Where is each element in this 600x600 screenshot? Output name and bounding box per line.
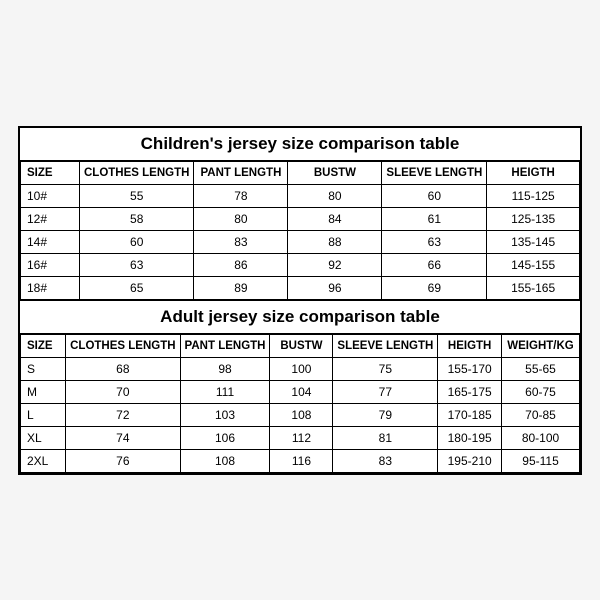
table-row: XL 74 106 112 81 180-195 80-100 bbox=[21, 426, 580, 449]
children-title: Children's jersey size comparison table bbox=[20, 128, 580, 161]
table-row: 16# 63 86 92 66 145-155 bbox=[21, 253, 580, 276]
col-heigth: HEIGTH bbox=[487, 161, 580, 184]
cell: 111 bbox=[180, 380, 270, 403]
col-clothes-length: CLOTHES LENGTH bbox=[66, 334, 180, 357]
cell: 95-115 bbox=[502, 449, 580, 472]
cell: 61 bbox=[382, 207, 487, 230]
cell: 88 bbox=[288, 230, 382, 253]
cell: 72 bbox=[66, 403, 180, 426]
cell: 60 bbox=[80, 230, 194, 253]
cell: 14# bbox=[21, 230, 80, 253]
table-row: 2XL 76 108 116 83 195-210 95-115 bbox=[21, 449, 580, 472]
cell: 10# bbox=[21, 184, 80, 207]
cell: 106 bbox=[180, 426, 270, 449]
adult-size-table: SIZE CLOTHES LENGTH PANT LENGTH BUSTW SL… bbox=[20, 334, 580, 473]
cell: 63 bbox=[382, 230, 487, 253]
table-row: S 68 98 100 75 155-170 55-65 bbox=[21, 357, 580, 380]
col-bustw: BUSTW bbox=[270, 334, 333, 357]
cell: 155-170 bbox=[438, 357, 502, 380]
cell: 80-100 bbox=[502, 426, 580, 449]
cell: 60 bbox=[382, 184, 487, 207]
size-chart-sheet: Children's jersey size comparison table … bbox=[18, 126, 582, 475]
cell: 165-175 bbox=[438, 380, 502, 403]
cell: 70 bbox=[66, 380, 180, 403]
table-row: M 70 111 104 77 165-175 60-75 bbox=[21, 380, 580, 403]
col-bustw: BUSTW bbox=[288, 161, 382, 184]
adult-header-row: SIZE CLOTHES LENGTH PANT LENGTH BUSTW SL… bbox=[21, 334, 580, 357]
cell: 84 bbox=[288, 207, 382, 230]
cell: 16# bbox=[21, 253, 80, 276]
cell: 81 bbox=[333, 426, 438, 449]
cell: 80 bbox=[194, 207, 288, 230]
cell: 115-125 bbox=[487, 184, 580, 207]
cell: 180-195 bbox=[438, 426, 502, 449]
col-size: SIZE bbox=[21, 334, 66, 357]
children-size-table: SIZE CLOTHES LENGTH PANT LENGTH BUSTW SL… bbox=[20, 161, 580, 300]
table-row: 10# 55 78 80 60 115-125 bbox=[21, 184, 580, 207]
cell: L bbox=[21, 403, 66, 426]
col-pant-length: PANT LENGTH bbox=[194, 161, 288, 184]
cell: 155-165 bbox=[487, 276, 580, 299]
table-row: 14# 60 83 88 63 135-145 bbox=[21, 230, 580, 253]
cell: 80 bbox=[288, 184, 382, 207]
cell: 2XL bbox=[21, 449, 66, 472]
cell: 108 bbox=[180, 449, 270, 472]
cell: 135-145 bbox=[487, 230, 580, 253]
col-pant-length: PANT LENGTH bbox=[180, 334, 270, 357]
cell: 145-155 bbox=[487, 253, 580, 276]
cell: 103 bbox=[180, 403, 270, 426]
col-weight: WEIGHT/KG bbox=[502, 334, 580, 357]
cell: 66 bbox=[382, 253, 487, 276]
cell: 83 bbox=[333, 449, 438, 472]
cell: 83 bbox=[194, 230, 288, 253]
cell: 125-135 bbox=[487, 207, 580, 230]
cell: 112 bbox=[270, 426, 333, 449]
table-row: L 72 103 108 79 170-185 70-85 bbox=[21, 403, 580, 426]
cell: 78 bbox=[194, 184, 288, 207]
cell: 12# bbox=[21, 207, 80, 230]
cell: 70-85 bbox=[502, 403, 580, 426]
cell: XL bbox=[21, 426, 66, 449]
col-heigth: HEIGTH bbox=[438, 334, 502, 357]
cell: 55 bbox=[80, 184, 194, 207]
cell: 69 bbox=[382, 276, 487, 299]
children-header-row: SIZE CLOTHES LENGTH PANT LENGTH BUSTW SL… bbox=[21, 161, 580, 184]
cell: 65 bbox=[80, 276, 194, 299]
table-row: 18# 65 89 96 69 155-165 bbox=[21, 276, 580, 299]
cell: 195-210 bbox=[438, 449, 502, 472]
cell: 76 bbox=[66, 449, 180, 472]
cell: 108 bbox=[270, 403, 333, 426]
cell: 170-185 bbox=[438, 403, 502, 426]
cell: 92 bbox=[288, 253, 382, 276]
cell: 55-65 bbox=[502, 357, 580, 380]
col-sleeve-length: SLEEVE LENGTH bbox=[333, 334, 438, 357]
cell: 98 bbox=[180, 357, 270, 380]
cell: 96 bbox=[288, 276, 382, 299]
table-row: 12# 58 80 84 61 125-135 bbox=[21, 207, 580, 230]
cell: 75 bbox=[333, 357, 438, 380]
col-sleeve-length: SLEEVE LENGTH bbox=[382, 161, 487, 184]
cell: 116 bbox=[270, 449, 333, 472]
cell: 68 bbox=[66, 357, 180, 380]
cell: 86 bbox=[194, 253, 288, 276]
cell: 58 bbox=[80, 207, 194, 230]
cell: 63 bbox=[80, 253, 194, 276]
col-clothes-length: CLOTHES LENGTH bbox=[80, 161, 194, 184]
col-size: SIZE bbox=[21, 161, 80, 184]
adult-title: Adult jersey size comparison table bbox=[20, 300, 580, 334]
cell: S bbox=[21, 357, 66, 380]
cell: 100 bbox=[270, 357, 333, 380]
cell: 104 bbox=[270, 380, 333, 403]
cell: 74 bbox=[66, 426, 180, 449]
cell: 89 bbox=[194, 276, 288, 299]
cell: 77 bbox=[333, 380, 438, 403]
cell: M bbox=[21, 380, 66, 403]
cell: 60-75 bbox=[502, 380, 580, 403]
cell: 18# bbox=[21, 276, 80, 299]
cell: 79 bbox=[333, 403, 438, 426]
